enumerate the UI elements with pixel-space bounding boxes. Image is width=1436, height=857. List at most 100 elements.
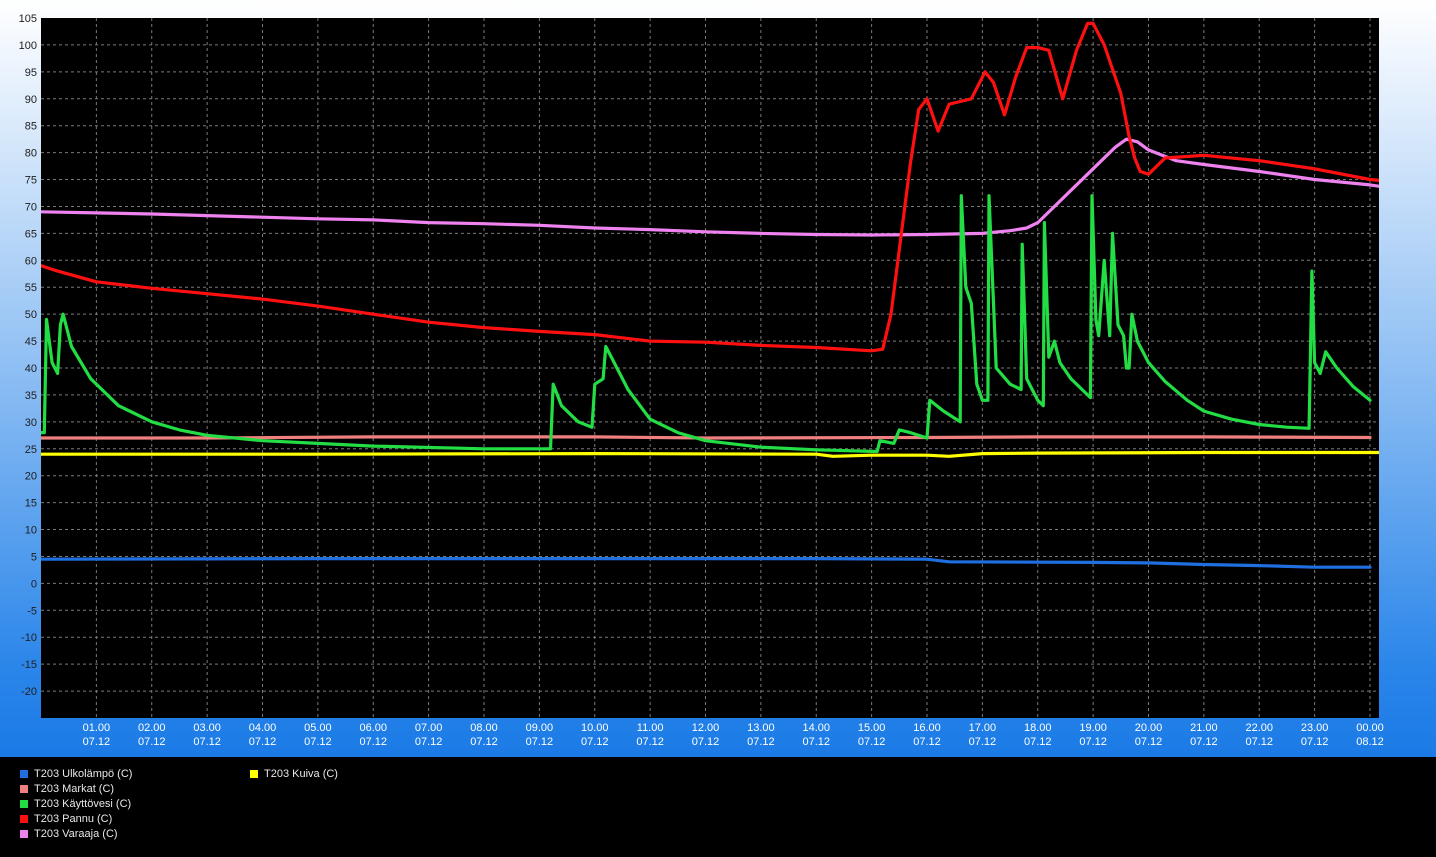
x-tick-date: 07.12 [636,736,664,748]
x-tick-time: 05.00 [304,722,332,734]
x-tick-date: 07.12 [83,736,111,748]
series-line-4 [41,21,1379,353]
x-tick-time: 20.00 [1135,722,1163,734]
legend-label: T203 Varaaja (C) [34,828,118,840]
legend-item: T203 Markat (C) [20,782,114,796]
y-tick-label: 90 [25,94,37,106]
x-tick-date: 07.12 [249,736,277,748]
y-tick-label: 60 [25,255,37,267]
x-tick-date: 07.12 [1245,736,1273,748]
x-tick-date: 07.12 [858,736,886,748]
series-line-6 [41,450,1379,458]
x-tick-date: 07.12 [470,736,498,748]
legend: T203 Ulkolämpö (C) T203 Markat (C) T203 Kä… [0,757,1436,857]
x-tick-time: 12.00 [692,722,720,734]
x-tick-date: 07.12 [802,736,830,748]
x-tick-time: 15.00 [858,722,886,734]
x-tick-date: 07.12 [692,736,720,748]
legend-swatch [20,830,28,838]
x-tick-time: 17.00 [969,722,997,734]
y-tick-label: -15 [21,659,37,671]
x-tick-time: 01.00 [83,722,111,734]
legend-swatch [20,800,28,808]
x-tick-time: 23.00 [1301,722,1329,734]
y-tick-label: 5 [31,551,37,563]
x-tick-time: 10.00 [581,722,609,734]
legend-label: T203 Ulkolämpö (C) [34,768,133,780]
x-tick-time: 22.00 [1245,722,1273,734]
x-tick-date: 07.12 [913,736,941,748]
legend-item: T203 Varaaja (C) [20,827,118,841]
legend-item: T203 Ulkolämpö (C) [20,767,132,781]
x-tick-time: 19.00 [1079,722,1107,734]
y-tick-label: 10 [25,525,37,537]
y-tick-label: 0 [31,578,37,590]
x-tick-time: 21.00 [1190,722,1218,734]
y-tick-label: 70 [25,201,37,213]
y-tick-label: 25 [25,444,37,456]
legend-swatch [250,770,258,778]
series-line-3 [41,194,1372,454]
grid-layer [41,18,1379,718]
series-line-2 [41,435,1372,440]
x-tick-time: 14.00 [802,722,830,734]
line-chart: 1051009590858075706560555045403530252015… [19,13,1384,748]
x-tick-time: 06.00 [359,722,387,734]
y-axis-ticks: 1051009590858075706560555045403530252015… [19,13,37,698]
x-tick-time: 08.00 [470,722,498,734]
x-tick-date: 07.12 [1190,736,1218,748]
x-tick-date: 07.12 [1135,736,1163,748]
x-tick-time: 11.00 [637,722,664,734]
y-tick-label: 15 [25,498,37,510]
legend-label: T203 Markat (C) [34,783,115,795]
y-tick-label: 50 [25,309,37,321]
y-tick-label: 20 [25,471,37,483]
x-tick-time: 02.00 [138,722,166,734]
y-tick-label: 95 [25,67,37,79]
x-tick-time: 04.00 [249,722,277,734]
series-layer [41,21,1379,569]
legend-label: T203 Kuiva (C) [264,768,338,780]
legend-label: T203 Käyttövesi (C) [34,798,132,810]
x-tick-date: 07.12 [747,736,775,748]
y-tick-label: -5 [27,605,37,617]
legend-item: T203 Käyttövesi (C) [20,797,131,811]
x-tick-date: 07.12 [581,736,609,748]
x-tick-time: 07.00 [415,722,443,734]
y-tick-label: 65 [25,228,37,240]
y-tick-label: 100 [19,40,37,52]
x-tick-date: 07.12 [526,736,554,748]
legend-swatch [20,770,28,778]
y-tick-label: 30 [25,417,37,429]
y-tick-label: 40 [25,363,37,375]
x-tick-time: 09.00 [526,722,554,734]
x-tick-time: 13.00 [747,722,775,734]
x-tick-date: 07.12 [359,736,387,748]
y-tick-label: 85 [25,121,37,133]
y-tick-label: -20 [21,686,37,698]
x-tick-time: 16.00 [913,722,941,734]
legend-label: T203 Pannu (C) [34,813,113,825]
x-tick-time: 18.00 [1024,722,1052,734]
y-tick-label: 80 [25,148,37,160]
y-tick-label: 55 [25,282,37,294]
legend-swatch [20,815,28,823]
y-tick-label: -10 [21,632,37,644]
x-axis-ticks: 01.00 07.12 02.00 07.12 03.00 07.12 04.00 07.12… [83,722,1384,748]
x-tick-date: 07.12 [1024,736,1052,748]
x-tick-date: 08.12 [1356,736,1384,748]
series-line-5 [41,137,1379,237]
legend-item: T203 Pannu (C) [20,812,112,826]
y-tick-label: 75 [25,175,37,187]
legend-item: T203 Kuiva (C) [250,767,338,781]
legend-swatch [20,785,28,793]
x-tick-date: 07.12 [304,736,332,748]
x-tick-date: 07.12 [1301,736,1329,748]
series-line-1 [41,557,1372,569]
y-tick-label: 35 [25,390,37,402]
x-tick-date: 07.12 [969,736,997,748]
x-tick-date: 07.12 [415,736,443,748]
x-tick-date: 07.12 [1079,736,1107,748]
chart-frame: 105 100 95 90 85 80 75 70 65 60 55 50 45 40 35 30 25 20 15… [0,0,1436,757]
y-tick-label: 45 [25,336,37,348]
